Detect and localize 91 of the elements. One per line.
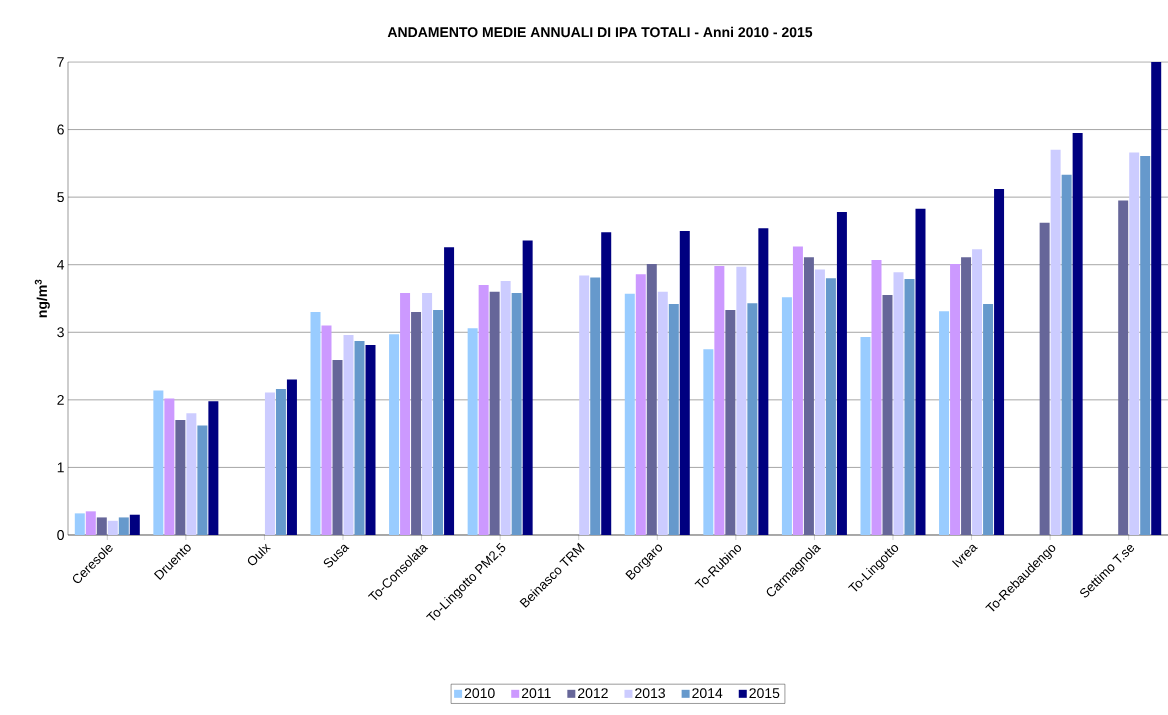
bar xyxy=(175,420,186,535)
x-tick-label: Oulx xyxy=(247,543,271,566)
y-tick-label: 4 xyxy=(57,259,65,270)
bar xyxy=(153,390,164,535)
legend-label: 2010 xyxy=(464,688,495,699)
y-tick-label: 7 xyxy=(57,57,64,67)
bar xyxy=(118,517,129,535)
bar xyxy=(915,208,926,535)
bar xyxy=(1072,132,1083,535)
bar xyxy=(1061,174,1072,535)
legend-label: 2013 xyxy=(635,688,665,699)
bar xyxy=(1039,222,1050,535)
bar xyxy=(893,272,904,535)
bar xyxy=(400,293,411,535)
bar xyxy=(904,278,915,535)
bar xyxy=(635,274,646,535)
bar xyxy=(1151,62,1162,535)
bar xyxy=(74,513,85,535)
bar xyxy=(444,247,455,535)
bar xyxy=(590,277,601,535)
bar xyxy=(668,303,679,535)
bar xyxy=(860,337,871,535)
bar xyxy=(310,312,321,535)
bar xyxy=(478,284,489,535)
y-tick-label: 6 xyxy=(57,124,64,135)
y-tick-label: 0 xyxy=(57,530,64,540)
bar xyxy=(714,266,725,535)
bar xyxy=(354,341,365,535)
bar xyxy=(275,389,286,535)
bar xyxy=(601,232,612,535)
legend-label: 2014 xyxy=(692,688,723,699)
bar xyxy=(433,309,444,535)
bar xyxy=(522,240,533,535)
bar xyxy=(511,293,522,535)
bar xyxy=(579,275,590,535)
bar xyxy=(467,328,478,535)
bar xyxy=(825,278,836,535)
bar xyxy=(657,291,668,535)
bar xyxy=(646,264,657,535)
bar xyxy=(489,291,500,535)
bar xyxy=(264,392,275,535)
bar xyxy=(736,266,747,535)
bar xyxy=(624,293,635,535)
legend-label: 2011 xyxy=(521,688,551,699)
chart-title: ANDAMENTO MEDIE ANNUALI DI IPA TOTALI - Anni 2010 - 2015 xyxy=(387,26,813,38)
bar xyxy=(1129,152,1140,535)
bar xyxy=(197,425,208,535)
y-tick-label: 3 xyxy=(57,327,64,338)
bar xyxy=(1050,149,1061,535)
y-axis-title: ng/m$^{3}$ xyxy=(34,279,50,318)
bar xyxy=(107,520,118,535)
bar xyxy=(725,309,736,535)
bar xyxy=(129,514,140,535)
bar xyxy=(994,189,1005,535)
bar xyxy=(758,228,769,535)
bar xyxy=(1118,200,1129,535)
bar xyxy=(286,379,297,535)
bar xyxy=(679,230,690,535)
bar xyxy=(1140,155,1151,535)
bar xyxy=(411,312,422,535)
bar xyxy=(871,259,882,535)
bar xyxy=(365,345,376,535)
bar xyxy=(961,257,972,535)
legend-label: 2015 xyxy=(749,688,780,699)
bar xyxy=(321,325,332,535)
y-tick-label: 1 xyxy=(57,462,64,473)
bar xyxy=(186,413,197,535)
bar xyxy=(208,401,219,535)
y-tick-label: 5 xyxy=(57,192,64,203)
y-tick-label: 2 xyxy=(57,394,64,405)
bar xyxy=(96,517,107,535)
legend-label: 2012 xyxy=(578,688,608,699)
bar xyxy=(939,311,950,535)
bar xyxy=(781,297,792,535)
bar xyxy=(389,334,400,535)
bar xyxy=(836,212,847,535)
bar xyxy=(164,398,175,535)
bar xyxy=(972,249,983,535)
bar xyxy=(422,293,433,535)
bar xyxy=(500,280,511,535)
bar xyxy=(332,359,343,535)
bar xyxy=(703,349,714,535)
bar xyxy=(983,303,994,535)
bar xyxy=(747,303,758,535)
bar xyxy=(85,511,96,535)
bar xyxy=(803,257,814,535)
bar xyxy=(814,269,825,535)
bar xyxy=(343,334,354,535)
bar xyxy=(882,295,893,535)
bar xyxy=(792,246,803,535)
bar xyxy=(950,264,961,535)
